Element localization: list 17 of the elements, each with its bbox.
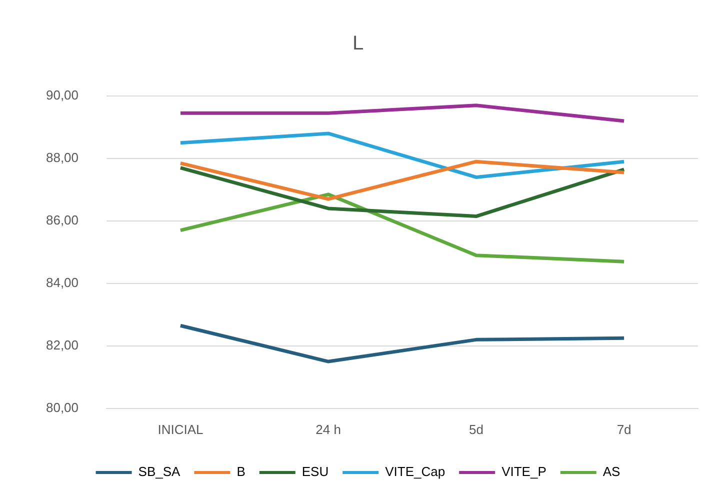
y-tick-label: 86,00 [46,212,79,228]
x-tick-label: 5d [468,422,484,437]
x-tick-label: INICIAL [158,422,204,437]
y-tick-label: 84,00 [46,275,79,290]
y-tick-label: 82,00 [46,338,79,352]
x-tick-label: 24 h [316,422,341,437]
y-tick-label: 80,00 [46,400,79,415]
legend-label: VITE_Cap [385,464,446,480]
y-tick-label: 88,00 [46,150,79,166]
chart-title: L [352,32,364,55]
legend-label: ESU [302,464,329,480]
legend-label: B [236,464,246,480]
legend-label: AS [602,464,621,480]
y-tick-label: 90,00 [46,88,79,103]
legend-label: SB_SA [138,464,181,480]
x-tick-label: 7d [616,422,632,437]
legend-label: VITE_P [502,464,546,480]
